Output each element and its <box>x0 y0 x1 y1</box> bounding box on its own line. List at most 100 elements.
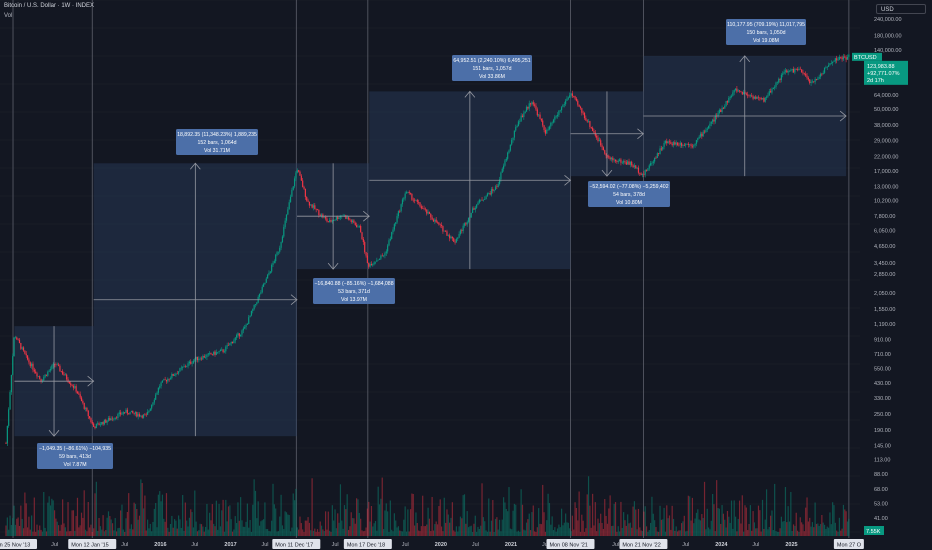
candle-body <box>565 100 567 105</box>
candle-body <box>424 208 426 210</box>
volume-bar <box>520 489 522 536</box>
volume-bar <box>691 497 694 536</box>
volume-bar <box>67 502 69 536</box>
volume-bar <box>695 512 698 536</box>
candle-body <box>107 417 110 421</box>
volume-bar <box>24 492 26 536</box>
candle-body <box>357 226 359 228</box>
volume-bar <box>377 486 379 536</box>
candle-body <box>114 417 116 420</box>
candle-body <box>356 225 358 228</box>
candle-body <box>180 367 182 369</box>
volume-bar <box>556 528 559 536</box>
volume-bar <box>57 525 60 536</box>
candle-body <box>498 179 501 185</box>
volume-bar <box>497 529 499 536</box>
measure-arrow-head <box>739 55 751 63</box>
candle-body <box>400 204 402 212</box>
volume-bar <box>736 531 738 536</box>
candle-body <box>384 253 386 256</box>
candle-body <box>240 334 242 337</box>
candle-body <box>807 77 809 80</box>
candle-body <box>753 96 756 99</box>
volume-bar <box>221 510 223 536</box>
volume-bar <box>505 508 507 536</box>
volume-bar <box>345 509 347 536</box>
volume-bar <box>118 527 120 536</box>
y-tick-label: 13,000.00 <box>874 185 898 191</box>
candle-body <box>436 222 439 224</box>
volume-bar <box>422 495 424 536</box>
volume-bar <box>204 526 207 536</box>
candle-body <box>320 214 323 216</box>
candle-body <box>531 102 533 105</box>
volume-bar <box>134 503 137 536</box>
candle-body <box>771 89 773 93</box>
candle-body <box>457 237 459 239</box>
volume-bar <box>374 521 377 536</box>
candle-body <box>226 345 228 347</box>
candle-body <box>74 386 76 388</box>
y-tick-label: 53.00 <box>874 501 888 507</box>
candle-body <box>513 130 515 138</box>
volume-bar <box>819 524 822 536</box>
volume-bar <box>771 510 773 536</box>
volume-bar <box>230 519 232 536</box>
candle-body <box>837 59 839 61</box>
candle-body <box>423 208 425 210</box>
volume-bar <box>450 517 452 536</box>
candle-body <box>745 93 747 95</box>
candle-body <box>173 374 176 376</box>
volume-bar <box>717 508 719 536</box>
volume-bar <box>256 518 258 536</box>
volume-bar <box>414 525 416 536</box>
candle-body <box>117 413 119 419</box>
currency-selector[interactable]: USD <box>876 4 926 14</box>
candle-body <box>764 97 766 102</box>
volume-bar <box>842 504 845 536</box>
candle-body <box>779 79 781 80</box>
candle-body <box>326 218 328 222</box>
volume-bar <box>616 531 618 536</box>
volume-bar <box>734 516 737 536</box>
y-tick-label: 910.00 <box>874 338 891 344</box>
candle-body <box>659 148 661 154</box>
candle-body <box>775 82 777 87</box>
volume-bar <box>74 530 76 536</box>
volume-bar <box>288 514 290 536</box>
candle-body <box>772 87 774 90</box>
candle-body <box>346 217 348 219</box>
volume-bar <box>801 522 803 536</box>
volume-bar <box>416 523 418 536</box>
candle-body <box>339 215 342 218</box>
candle-body <box>419 202 421 207</box>
candle-body <box>418 201 420 203</box>
x-minor-tick-label: Jul <box>542 542 549 548</box>
volume-bar <box>644 506 646 536</box>
volume-bar <box>613 503 615 536</box>
candle-body <box>156 392 158 395</box>
measure-arrow-head <box>87 375 95 387</box>
volume-bar <box>566 522 568 536</box>
candle-body <box>293 178 296 187</box>
volume-bar <box>40 529 42 536</box>
candle-body <box>740 91 742 92</box>
volume-bar <box>776 531 778 536</box>
volume-bar <box>245 521 247 536</box>
volume-bar <box>365 527 367 536</box>
volume-bar <box>171 515 173 536</box>
candle-body <box>722 107 725 109</box>
candle-body <box>132 410 134 413</box>
candle-body <box>10 374 12 393</box>
volume-bar <box>89 527 91 536</box>
volume-bar <box>153 508 155 536</box>
candle-body <box>389 238 391 241</box>
candle-body <box>52 363 54 366</box>
volume-bar <box>272 483 274 536</box>
volume-bar <box>628 523 630 536</box>
measure-label-line: 150 bars, 1,050d <box>747 30 786 36</box>
candle-body <box>770 91 772 93</box>
candle-body <box>629 161 631 165</box>
candle-body <box>142 414 145 418</box>
